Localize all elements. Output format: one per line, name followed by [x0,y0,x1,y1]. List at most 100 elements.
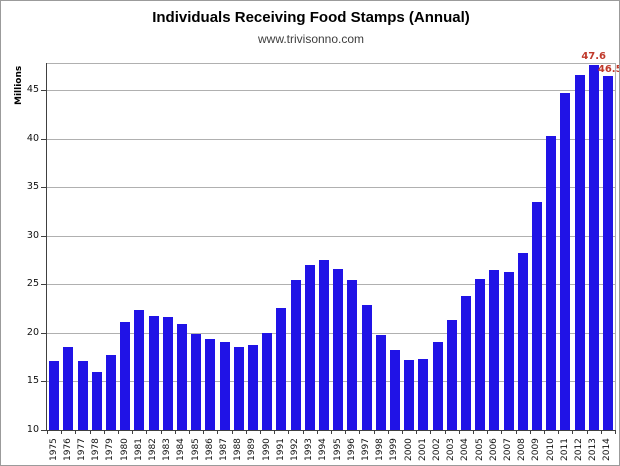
x-tick-31 [487,430,489,434]
bar-1975 [49,361,60,430]
gridline-45 [47,90,615,92]
x-tick-label-2010: 2010 [545,438,556,461]
bar-1978 [91,371,102,430]
x-tick-19 [316,430,318,434]
x-tick-label-2009: 2009 [531,438,542,461]
x-tick-34 [529,430,531,434]
y-tick-25 [41,284,46,286]
x-tick-label-2012: 2012 [573,438,584,461]
x-tick-label-1977: 1977 [76,438,87,461]
x-tick-label-2002: 2002 [431,438,442,461]
x-tick-2 [75,430,77,434]
bar-2003 [446,320,457,430]
x-tick-36 [558,430,560,434]
bar-2001 [418,359,429,430]
x-tick-label-2000: 2000 [403,438,414,461]
x-tick-25 [402,430,403,434]
x-tick-label-1997: 1997 [360,438,371,461]
x-tick-1 [61,430,63,434]
bar-2000 [404,360,415,430]
x-tick-label-2001: 2001 [417,438,428,461]
x-tick-label-1994: 1994 [318,438,329,461]
gridline-25 [47,284,615,286]
chart-subtitle: www.trivisonno.com [257,32,365,46]
data-label-2014: 46.5 [597,63,619,75]
x-tick-4 [103,430,105,434]
x-tick-23 [373,430,375,434]
x-tick-0 [47,430,48,434]
x-tick-27 [430,430,432,434]
x-tick-8 [160,430,162,434]
bar-1998 [375,334,386,430]
y-tick-label-30: 30 [26,229,39,241]
bar-1977 [77,361,88,430]
y-tick-35 [41,187,46,189]
x-tick-label-1995: 1995 [332,438,343,461]
y-tick-label-35: 35 [26,181,39,193]
x-tick-22 [359,430,361,434]
x-tick-label-2008: 2008 [517,438,528,461]
x-tick-33 [515,430,517,434]
x-tick-5 [118,430,119,434]
bar-2009 [531,201,542,430]
x-tick-3 [89,430,91,434]
data-label-2013: 47.6 [581,50,607,62]
plot-top-border [46,63,616,64]
x-tick-label-1998: 1998 [375,438,386,461]
bar-1999 [389,350,400,430]
bar-1986 [205,338,216,430]
plot-right-border [615,63,616,431]
bar-2002 [432,341,443,430]
y-tick-20 [41,332,46,334]
bar-2007 [503,271,514,430]
x-tick-label-2005: 2005 [474,438,485,461]
x-tick-37 [572,430,574,434]
x-tick-label-2003: 2003 [446,438,457,461]
x-tick-21 [345,430,347,434]
x-tick-label-2011: 2011 [559,438,570,461]
chart-title: Individuals Receiving Food Stamps (Annua… [152,9,470,26]
gridline-15 [47,381,615,383]
bar-1993 [304,264,315,430]
y-tick-45 [41,90,46,92]
bar-1988 [233,346,244,430]
bar-1979 [105,355,116,430]
x-tick-label-1984: 1984 [176,438,187,461]
x-tick-16 [274,430,276,434]
bar-2008 [517,253,528,430]
bar-1992 [290,280,301,430]
y-tick-label-10: 10 [26,424,39,435]
x-tick-label-2006: 2006 [488,438,499,461]
x-tick-label-1988: 1988 [233,438,244,461]
x-tick-label-1990: 1990 [261,438,272,461]
y-tick-30 [41,235,46,237]
gridline-35 [47,187,615,189]
x-tick-29 [458,430,460,434]
y-tick-label-40: 40 [26,132,39,144]
x-tick-9 [174,430,176,434]
x-tick-30 [473,430,474,434]
x-tick-26 [416,430,418,434]
bar-1981 [134,309,145,430]
x-tick-39 [600,430,602,434]
x-tick-13 [231,430,233,434]
gridline-20 [47,332,615,334]
bar-1997 [361,304,372,430]
bar-1996 [347,279,358,430]
gridline-40 [47,138,615,140]
y-axis-title: Millions [14,65,24,105]
bar-1980 [120,322,131,430]
x-tick-label-1987: 1987 [218,438,229,461]
bar-1976 [63,347,74,430]
bar-1987 [219,341,230,430]
x-tick-label-2004: 2004 [460,438,471,461]
bar-1984 [176,324,187,430]
bar-1985 [191,333,202,430]
y-tick-label-45: 45 [26,84,39,96]
x-tick-6 [132,430,134,434]
x-tick-32 [501,430,503,434]
x-tick-38 [586,430,588,434]
x-tick-40 [615,430,616,434]
bar-1983 [162,317,173,430]
